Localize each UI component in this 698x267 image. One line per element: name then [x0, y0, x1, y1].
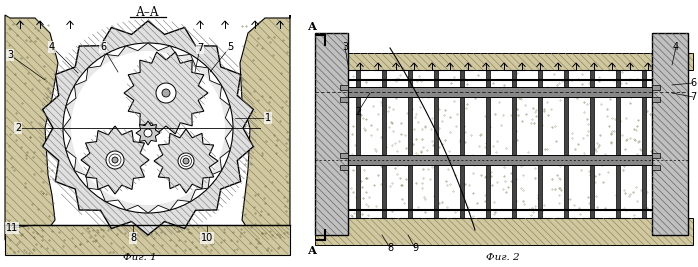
Text: 4: 4: [49, 42, 55, 52]
Bar: [356, 70, 360, 218]
Text: 6: 6: [100, 42, 106, 52]
Text: 3: 3: [7, 50, 13, 60]
Bar: [564, 70, 568, 218]
Bar: [340, 165, 348, 170]
Text: 11: 11: [6, 223, 18, 233]
Bar: [538, 70, 542, 218]
Polygon shape: [124, 52, 208, 134]
Bar: [315, 33, 348, 235]
Bar: [652, 165, 660, 170]
Circle shape: [63, 43, 233, 213]
Circle shape: [178, 153, 194, 169]
Text: 3: 3: [342, 42, 348, 52]
Polygon shape: [154, 129, 218, 193]
Bar: [340, 85, 348, 90]
Polygon shape: [5, 15, 58, 240]
Bar: [460, 70, 464, 218]
Circle shape: [144, 129, 152, 137]
Polygon shape: [63, 43, 233, 213]
Text: 2: 2: [15, 123, 21, 133]
Text: 1: 1: [265, 113, 271, 123]
Polygon shape: [5, 225, 290, 255]
Text: 1: 1: [265, 113, 271, 123]
Circle shape: [106, 151, 124, 169]
Text: 10: 10: [201, 233, 213, 243]
Bar: [642, 70, 646, 218]
Polygon shape: [240, 15, 290, 240]
Text: А: А: [308, 22, 316, 33]
Bar: [512, 70, 516, 218]
Circle shape: [156, 83, 176, 103]
Text: 7: 7: [197, 43, 203, 53]
Text: А: А: [308, 245, 316, 256]
Text: 7: 7: [197, 43, 203, 53]
Text: 8: 8: [130, 233, 136, 243]
Text: 5: 5: [227, 42, 233, 52]
Text: 9: 9: [412, 243, 418, 253]
Bar: [434, 70, 438, 218]
Text: 3: 3: [7, 50, 13, 60]
Polygon shape: [43, 21, 253, 235]
Text: 10: 10: [201, 233, 213, 243]
Circle shape: [183, 158, 189, 164]
Bar: [652, 97, 660, 102]
Text: 6: 6: [100, 42, 106, 52]
Text: 6: 6: [690, 78, 696, 88]
Circle shape: [112, 157, 118, 163]
Bar: [590, 70, 594, 218]
Bar: [652, 153, 660, 158]
Text: Фиг. 1: Фиг. 1: [123, 253, 157, 262]
Bar: [348, 155, 652, 165]
Circle shape: [162, 89, 170, 97]
Text: 8: 8: [387, 243, 393, 253]
Text: 8: 8: [130, 233, 136, 243]
Polygon shape: [81, 126, 149, 194]
Text: 2: 2: [15, 123, 21, 133]
Bar: [652, 33, 688, 235]
Text: 7: 7: [690, 92, 696, 102]
Bar: [315, 218, 693, 245]
Bar: [382, 70, 386, 218]
Bar: [652, 85, 660, 90]
Text: 4: 4: [673, 42, 679, 52]
Text: 4: 4: [49, 42, 55, 52]
Circle shape: [71, 51, 225, 205]
Bar: [348, 87, 652, 97]
Bar: [486, 70, 490, 218]
Bar: [340, 153, 348, 158]
Bar: [340, 97, 348, 102]
Text: 11: 11: [6, 223, 18, 233]
Bar: [315, 53, 693, 70]
Bar: [616, 70, 620, 218]
Polygon shape: [136, 121, 160, 145]
Text: А–А: А–А: [136, 6, 160, 18]
Bar: [408, 70, 412, 218]
Text: 5: 5: [227, 42, 233, 52]
Text: Фиг. 2: Фиг. 2: [487, 253, 520, 262]
Text: 2: 2: [355, 107, 361, 117]
